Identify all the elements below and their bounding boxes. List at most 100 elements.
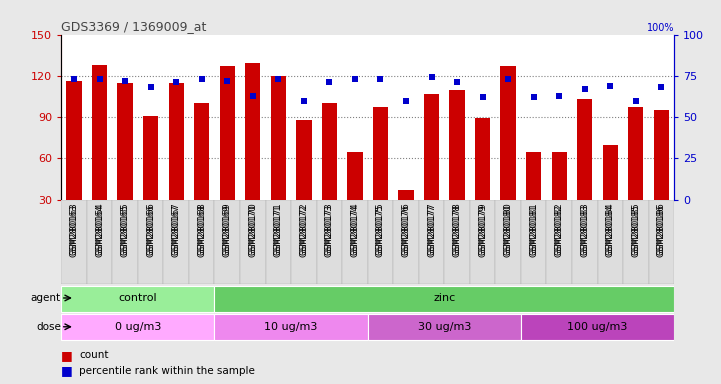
Bar — [164, 200, 189, 284]
Bar — [449, 89, 465, 200]
Text: GSM280166: GSM280166 — [146, 202, 155, 255]
Point — [630, 98, 642, 104]
Text: GSM280181: GSM280181 — [529, 204, 538, 257]
Text: 100 ug/m3: 100 ug/m3 — [567, 322, 628, 332]
Point — [528, 94, 539, 100]
Text: GSM280167: GSM280167 — [172, 202, 181, 255]
Text: agent: agent — [31, 293, 61, 303]
Text: dose: dose — [36, 322, 61, 332]
Point — [324, 79, 335, 86]
Bar — [270, 76, 286, 200]
Point — [655, 84, 667, 91]
Point — [247, 93, 259, 99]
Bar — [138, 200, 164, 284]
Bar — [143, 116, 159, 200]
Text: GSM280172: GSM280172 — [299, 204, 309, 257]
Bar — [475, 119, 490, 200]
Bar — [603, 145, 618, 200]
Point — [273, 76, 284, 82]
Bar — [654, 110, 669, 200]
Text: percentile rank within the sample: percentile rank within the sample — [79, 366, 255, 376]
Point — [451, 79, 463, 86]
Text: GDS3369 / 1369009_at: GDS3369 / 1369009_at — [61, 20, 207, 33]
Text: GSM280165: GSM280165 — [120, 204, 130, 257]
Bar — [495, 200, 521, 284]
Point — [298, 98, 309, 104]
Bar — [577, 99, 593, 200]
Text: GSM280175: GSM280175 — [376, 202, 385, 255]
Bar — [169, 83, 184, 200]
Bar — [61, 286, 215, 311]
Bar — [628, 108, 644, 200]
Bar — [572, 200, 598, 284]
Text: zinc: zinc — [433, 293, 456, 303]
Bar — [649, 200, 674, 284]
Bar — [398, 190, 414, 200]
Text: GSM280186: GSM280186 — [657, 202, 666, 255]
Bar — [552, 152, 567, 200]
Bar — [419, 200, 444, 284]
Text: GSM280182: GSM280182 — [554, 202, 564, 255]
Text: GSM280167: GSM280167 — [172, 204, 181, 257]
Point — [145, 84, 156, 91]
Text: GSM280164: GSM280164 — [95, 204, 104, 257]
Text: ■: ■ — [61, 364, 73, 377]
Text: control: control — [118, 293, 157, 303]
Text: GSM280163: GSM280163 — [69, 202, 79, 255]
Point — [94, 76, 105, 82]
Bar — [368, 200, 393, 284]
Text: GSM280179: GSM280179 — [478, 202, 487, 255]
Bar — [112, 200, 138, 284]
Bar — [291, 200, 317, 284]
Text: GSM280169: GSM280169 — [223, 204, 231, 257]
Text: GSM280180: GSM280180 — [504, 204, 513, 257]
Text: GSM280168: GSM280168 — [198, 202, 206, 255]
Bar — [296, 120, 311, 200]
Text: GSM280172: GSM280172 — [299, 202, 309, 255]
Bar — [521, 200, 547, 284]
Text: GSM280173: GSM280173 — [325, 204, 334, 257]
Bar — [317, 200, 342, 284]
Bar — [194, 103, 209, 200]
Text: GSM280183: GSM280183 — [580, 204, 589, 257]
Text: 0 ug/m3: 0 ug/m3 — [115, 322, 161, 332]
Point — [604, 83, 616, 89]
Point — [375, 76, 386, 82]
Text: GSM280166: GSM280166 — [146, 204, 155, 257]
Text: GSM280183: GSM280183 — [580, 202, 589, 255]
Bar — [215, 314, 368, 340]
Text: GSM280176: GSM280176 — [402, 202, 410, 255]
Point — [349, 76, 360, 82]
Bar — [189, 200, 215, 284]
Text: GSM280170: GSM280170 — [248, 204, 257, 257]
Bar — [393, 200, 419, 284]
Text: GSM280164: GSM280164 — [95, 202, 104, 255]
Text: GSM280179: GSM280179 — [478, 204, 487, 257]
Bar — [215, 286, 674, 311]
Text: GSM280173: GSM280173 — [325, 202, 334, 255]
Text: GSM280163: GSM280163 — [69, 204, 79, 257]
Text: GSM280184: GSM280184 — [606, 202, 615, 255]
Point — [68, 76, 80, 82]
Point — [221, 78, 233, 84]
Point — [503, 76, 514, 82]
Bar — [61, 200, 87, 284]
Text: GSM280170: GSM280170 — [248, 202, 257, 255]
Text: GSM280178: GSM280178 — [453, 202, 461, 255]
Point — [426, 74, 438, 81]
Text: ■: ■ — [61, 349, 73, 362]
Point — [579, 86, 590, 92]
Text: GSM280182: GSM280182 — [554, 204, 564, 257]
Point — [120, 78, 131, 84]
Text: GSM280184: GSM280184 — [606, 204, 615, 257]
Bar — [623, 200, 649, 284]
Text: GSM280185: GSM280185 — [632, 202, 640, 255]
Text: count: count — [79, 350, 109, 360]
Bar — [265, 200, 291, 284]
Text: GSM280177: GSM280177 — [427, 204, 436, 257]
Text: GSM280178: GSM280178 — [453, 204, 461, 257]
Bar — [118, 83, 133, 200]
Text: GSM280186: GSM280186 — [657, 204, 666, 257]
Bar — [66, 81, 81, 200]
Text: GSM280169: GSM280169 — [223, 202, 231, 255]
